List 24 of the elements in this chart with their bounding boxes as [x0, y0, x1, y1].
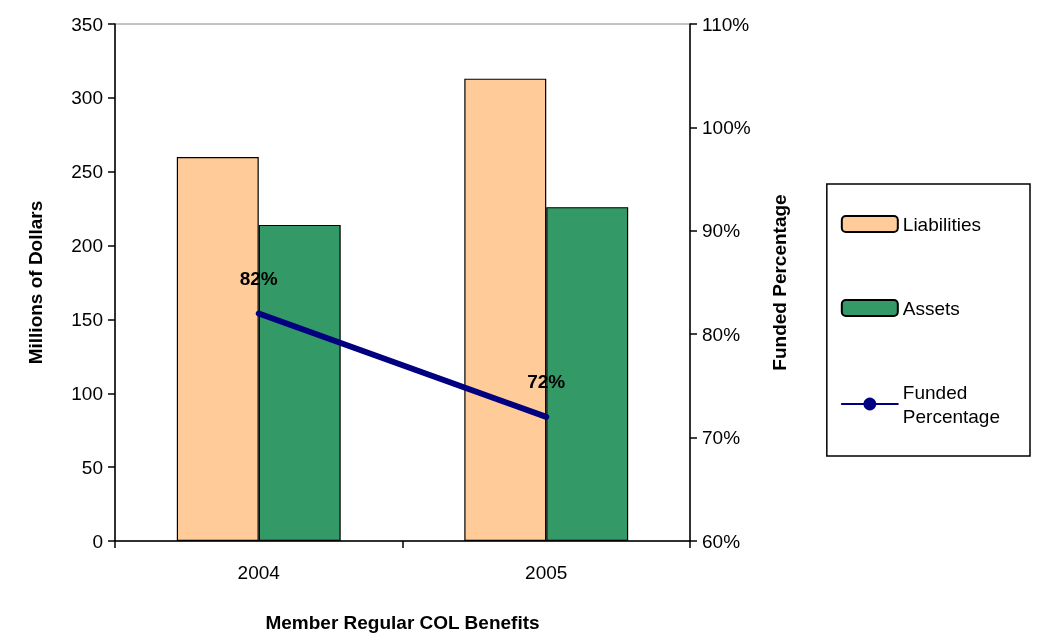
- y-tick-label: 150: [71, 308, 103, 330]
- y2-axis-title: Funded Percentage: [769, 194, 790, 371]
- y-tick-label: 250: [71, 161, 103, 183]
- x-tick-label: 2005: [525, 562, 568, 583]
- y2-tick-label: 70%: [702, 427, 741, 449]
- data-label: 82%: [239, 267, 278, 289]
- legend-label: Funded Percentage: [902, 381, 1001, 427]
- y2-tick-label: 90%: [702, 220, 741, 242]
- y-tick-label: 50: [81, 456, 103, 478]
- y-tick-label: 300: [71, 87, 103, 109]
- y2-tick-label: 110%: [702, 13, 750, 35]
- x-axis-title: Member Regular COL Benefits: [265, 612, 540, 633]
- y-axis-title: Millions of Dollars: [25, 200, 46, 365]
- legend-label: Liabilities: [902, 213, 981, 235]
- y-tick-label: 0: [92, 530, 103, 552]
- y-tick-label: 200: [71, 235, 103, 257]
- x-tick-label: 2004: [237, 562, 281, 583]
- y2-tick-label: 100%: [702, 116, 751, 138]
- data-label: 72%: [527, 370, 566, 392]
- y-tick-label: 350: [71, 13, 103, 35]
- legend-label: Assets: [902, 297, 960, 319]
- y-tick-label: 100: [71, 382, 103, 404]
- y2-tick-label: 80%: [702, 323, 741, 345]
- y2-tick-label: 60%: [702, 530, 741, 552]
